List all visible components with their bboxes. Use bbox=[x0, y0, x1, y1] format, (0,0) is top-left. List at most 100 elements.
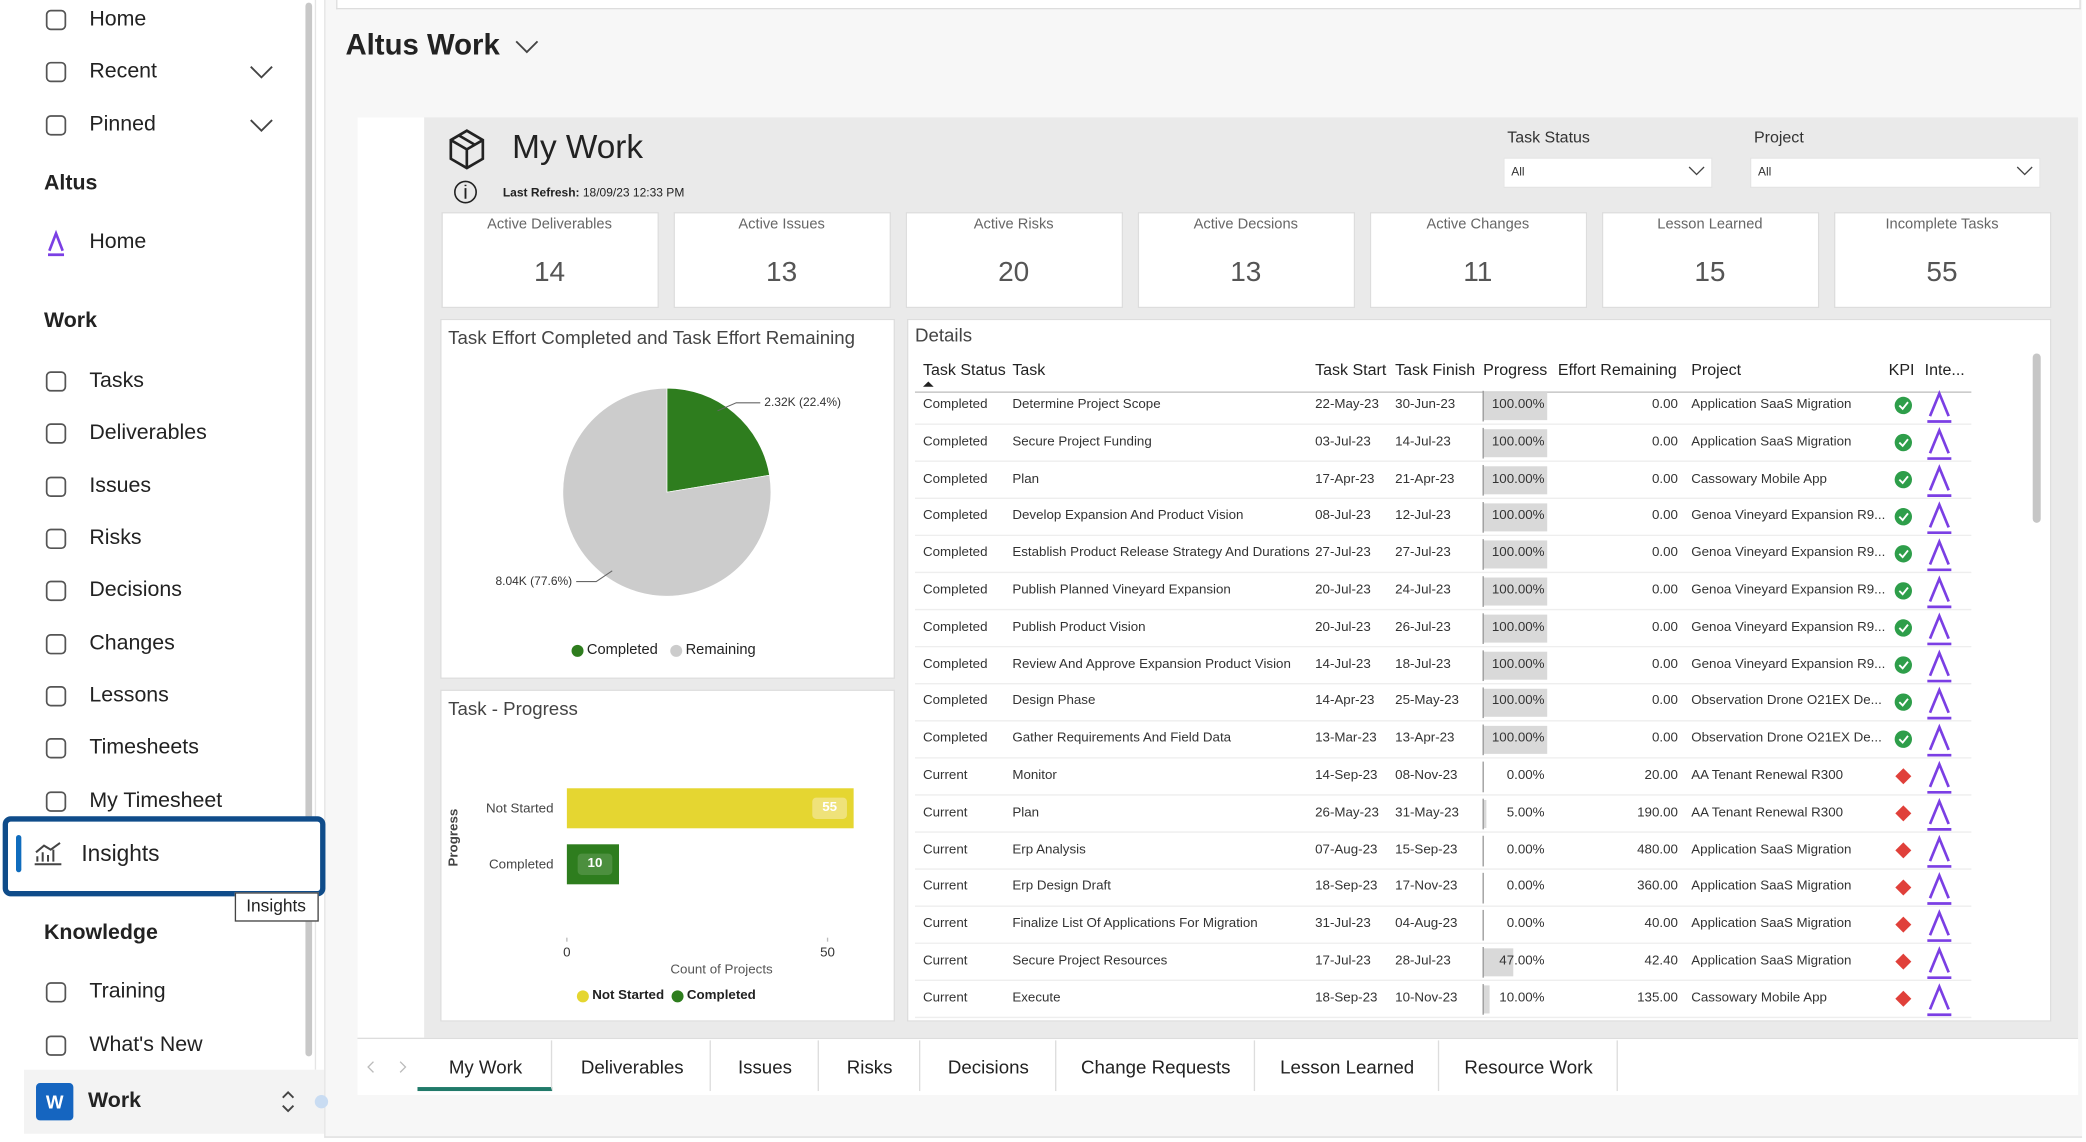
nav-icon bbox=[47, 530, 66, 549]
column-header[interactable]: Inte... bbox=[1925, 361, 1965, 377]
chart-title: Task - Progress bbox=[448, 699, 578, 718]
cell: 480.00 bbox=[1637, 844, 1678, 857]
tab-next bbox=[400, 1062, 405, 1073]
cell: Application SaaS Migration bbox=[1691, 844, 1851, 857]
data-label: 8.04K (77.6%) bbox=[495, 576, 572, 588]
cell: 14-Jul-23 bbox=[1395, 436, 1451, 449]
nav-item[interactable]: Tasks bbox=[89, 371, 144, 392]
column-header[interactable]: Effort Remaining bbox=[1558, 361, 1677, 377]
cell: 0.00% bbox=[1507, 881, 1545, 894]
cell: Application SaaS Migration bbox=[1691, 881, 1851, 894]
cell: 0.00 bbox=[1652, 733, 1678, 746]
altus-icon bbox=[48, 233, 64, 254]
chevron bbox=[283, 1092, 294, 1111]
tab-label[interactable]: My Work bbox=[449, 1058, 522, 1077]
cell: Publish Planned Vineyard Expansion bbox=[1012, 584, 1231, 597]
nav-item[interactable]: Pinned bbox=[89, 115, 155, 136]
nav-item[interactable]: Home bbox=[89, 232, 146, 253]
card-label: Active Changes bbox=[1426, 218, 1529, 233]
tab-label[interactable]: Decisions bbox=[948, 1058, 1029, 1077]
cell: 30-Jun-23 bbox=[1395, 399, 1455, 412]
tab-label[interactable]: Deliverables bbox=[581, 1058, 684, 1077]
cell: 12-Jul-23 bbox=[1395, 510, 1451, 523]
integration-link bbox=[1927, 542, 1951, 570]
card-value: 13 bbox=[766, 258, 797, 286]
column-header[interactable]: Task Finish bbox=[1395, 361, 1475, 377]
cell: 100.00% bbox=[1492, 695, 1545, 708]
tab-label[interactable]: Change Requests bbox=[1081, 1058, 1230, 1077]
kpi-indicator bbox=[1895, 842, 1911, 858]
cell: Completed bbox=[923, 695, 988, 708]
kpi-indicator bbox=[1895, 731, 1912, 748]
nav-item[interactable]: Recent bbox=[89, 61, 157, 82]
nav-item[interactable]: Timesheets bbox=[89, 738, 199, 759]
tab-label[interactable]: Risks bbox=[847, 1058, 893, 1077]
tab-label[interactable]: Issues bbox=[738, 1058, 792, 1077]
integration-link bbox=[1927, 838, 1951, 866]
column-header[interactable]: Progress bbox=[1483, 361, 1547, 377]
cell: Execute bbox=[1012, 992, 1060, 1005]
sort-arrow bbox=[923, 381, 934, 386]
filter-value[interactable]: All bbox=[1511, 166, 1524, 178]
workspace-badge-letter: W bbox=[46, 1092, 64, 1111]
nav-item[interactable]: Decisions bbox=[89, 580, 182, 601]
integration-link bbox=[1927, 876, 1951, 904]
nav-item[interactable]: Changes bbox=[89, 634, 174, 655]
category-label: Completed bbox=[489, 859, 554, 872]
nav-item[interactable]: What's New bbox=[89, 1035, 202, 1056]
chevron bbox=[1689, 167, 1704, 174]
tab-label[interactable]: Lesson Learned bbox=[1280, 1058, 1414, 1077]
cell: 20-Jul-23 bbox=[1315, 584, 1371, 597]
cell: 100.00% bbox=[1492, 621, 1545, 634]
nav-icon bbox=[47, 687, 66, 706]
cell: Cassowary Mobile App bbox=[1691, 992, 1827, 1005]
table-title: Details bbox=[915, 325, 972, 344]
cell: Monitor bbox=[1012, 770, 1056, 783]
nav-item[interactable]: Risks bbox=[89, 528, 141, 549]
cube-icon bbox=[451, 131, 483, 168]
insights-icon bbox=[35, 843, 62, 864]
cell: Develop Expansion And Product Vision bbox=[1012, 510, 1243, 523]
nav-item[interactable]: Deliverables bbox=[89, 423, 206, 444]
nav-item[interactable]: Lessons bbox=[89, 686, 168, 707]
cell: 100.00% bbox=[1492, 399, 1545, 412]
section-title: Knowledge bbox=[44, 923, 158, 944]
tab-label[interactable]: Resource Work bbox=[1464, 1058, 1592, 1077]
nav-icon bbox=[47, 1036, 66, 1055]
column-header[interactable]: KPI bbox=[1889, 361, 1915, 377]
nav-item[interactable]: My Timesheet bbox=[89, 791, 222, 812]
progress-bar bbox=[1483, 985, 1489, 1013]
column-header[interactable]: Task Start bbox=[1315, 361, 1386, 377]
nav-item[interactable]: Issues bbox=[89, 476, 151, 497]
kpi-indicator bbox=[1895, 508, 1912, 525]
cell: 0.00% bbox=[1507, 918, 1545, 931]
column-header[interactable]: Task bbox=[1012, 361, 1045, 377]
cell: 15-Sep-23 bbox=[1395, 844, 1457, 857]
nav-item[interactable]: Home bbox=[89, 9, 146, 30]
filter-value[interactable]: All bbox=[1758, 166, 1771, 178]
cell: 135.00 bbox=[1637, 992, 1678, 1005]
card-value: 20 bbox=[998, 258, 1029, 286]
page-title[interactable]: Altus Work bbox=[345, 31, 499, 60]
column-header[interactable]: Task Status bbox=[923, 361, 1006, 377]
y-axis-title: Progress bbox=[448, 809, 461, 867]
cell: 13-Apr-23 bbox=[1395, 733, 1454, 746]
nav-item[interactable]: Insights bbox=[81, 842, 159, 865]
kpi-indicator bbox=[1895, 582, 1912, 599]
kpi-indicator bbox=[1895, 991, 1911, 1007]
cell: 100.00% bbox=[1492, 436, 1545, 449]
cell: 42.40 bbox=[1645, 955, 1678, 968]
cell: Establish Product Release Strategy And D… bbox=[1012, 547, 1309, 560]
cell: Completed bbox=[923, 621, 988, 634]
kpi-indicator bbox=[1895, 805, 1911, 821]
nav-item[interactable]: Training bbox=[89, 982, 165, 1003]
cell: 18-Jul-23 bbox=[1395, 658, 1451, 671]
kpi-indicator bbox=[1895, 693, 1912, 710]
legend-label: Remaining bbox=[686, 644, 756, 659]
nav-icon bbox=[47, 739, 66, 758]
data-label: 55 bbox=[822, 802, 837, 815]
cell: Determine Project Scope bbox=[1012, 399, 1160, 412]
column-header[interactable]: Project bbox=[1691, 361, 1741, 377]
workspace-label[interactable]: Work bbox=[88, 1091, 141, 1112]
cell: 14-Sep-23 bbox=[1315, 770, 1377, 783]
